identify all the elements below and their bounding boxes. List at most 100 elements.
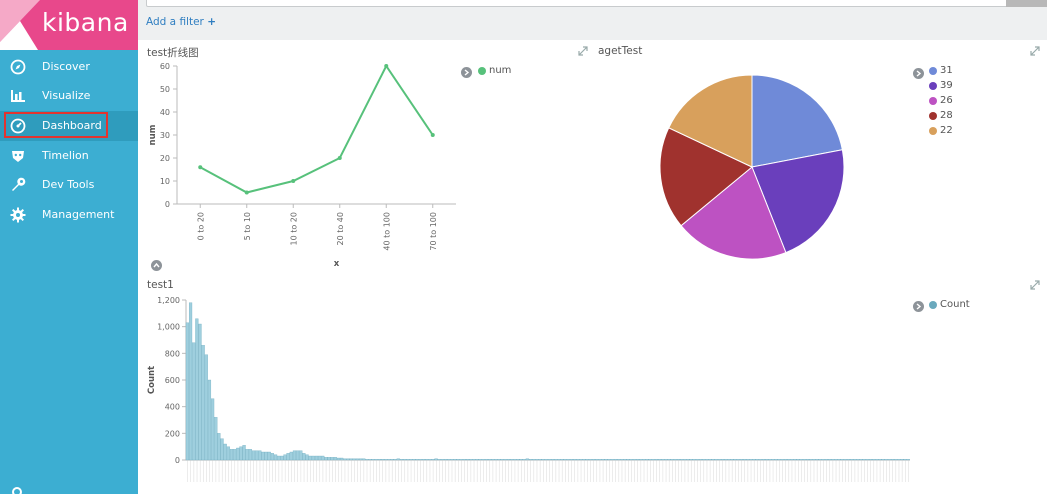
y-axis-label: Count — [147, 366, 157, 394]
histogram-bar — [377, 459, 382, 461]
histogram-bar — [743, 459, 747, 461]
histogram-bar — [497, 459, 501, 461]
histogram-bar — [617, 459, 621, 461]
histogram-bar — [573, 459, 577, 461]
histogram-bar — [415, 459, 419, 461]
histogram-bar — [859, 459, 863, 461]
histogram-bar — [267, 451, 271, 461]
sidebar-item-dashboard[interactable]: Dashboard — [0, 111, 138, 141]
histogram-bar — [311, 455, 315, 461]
histogram-bar — [683, 459, 687, 461]
add-filter-label: Add a filter — [146, 16, 204, 28]
y-tick-label: 800 — [165, 349, 180, 358]
expand-icon[interactable] — [1030, 280, 1040, 290]
histogram-bar — [702, 459, 706, 461]
histogram-bar — [658, 459, 662, 461]
histogram-bar — [198, 323, 202, 461]
sidebar-item-visualize[interactable]: Visualize — [0, 81, 138, 111]
histogram-bar — [525, 458, 529, 461]
histogram-bar — [302, 453, 306, 461]
histogram-bar — [667, 459, 671, 461]
collapse-sidebar-button[interactable] — [12, 487, 22, 497]
y-tick-label: 20 — [160, 154, 170, 163]
legend-toggle-icon[interactable] — [461, 67, 472, 78]
histogram-bar — [720, 459, 725, 461]
histogram-bar — [850, 459, 854, 461]
histogram-bar — [220, 438, 224, 461]
data-point — [198, 165, 203, 170]
histogram-bar — [462, 459, 467, 461]
add-filter-link[interactable]: Add a filter + — [146, 16, 216, 28]
histogram-bar — [755, 459, 759, 461]
histogram-bar — [469, 459, 473, 461]
histogram-bar — [371, 459, 375, 461]
histogram-bar — [569, 459, 574, 461]
histogram-bar — [890, 459, 895, 461]
histogram-bar — [620, 459, 624, 461]
sidebar-item-label: Timelion — [42, 149, 89, 162]
histogram-bar — [327, 457, 331, 461]
pie-slice-22 — [668, 74, 753, 168]
histogram-bar — [251, 450, 256, 461]
x-tick-label: 40 to 100 — [382, 212, 391, 251]
chevron-up-icon[interactable] — [151, 260, 162, 271]
histogram-bar — [258, 450, 262, 461]
compass-icon — [10, 59, 26, 75]
histogram-bar — [673, 459, 677, 461]
histogram-bar — [639, 459, 643, 461]
y-tick-label: 200 — [165, 429, 180, 438]
sidebar-item-dev-tools[interactable]: Dev Tools — [0, 170, 138, 200]
legend-toggle-icon[interactable] — [913, 301, 924, 312]
histogram-bar — [783, 459, 788, 461]
sidebar-item-discover[interactable]: Discover — [0, 52, 138, 82]
histogram-bar — [752, 459, 756, 461]
histogram-bar — [343, 458, 347, 461]
histogram-bar — [790, 459, 794, 461]
histogram-bar — [299, 450, 303, 461]
sidebar-item-label: Dev Tools — [42, 178, 95, 191]
histogram-bar — [443, 459, 448, 461]
histogram-bar — [440, 459, 444, 461]
y-tick-label: 10 — [160, 177, 170, 186]
histogram-bar — [223, 443, 227, 461]
histogram-bar — [217, 433, 221, 461]
histogram-bar — [761, 459, 766, 461]
histogram-bar — [563, 459, 567, 461]
legend-label: 28 — [940, 110, 953, 121]
histogram-bar — [478, 459, 482, 461]
kibana-logo[interactable]: kibana — [0, 0, 138, 50]
histogram-bar — [273, 454, 278, 461]
histogram-bar — [450, 459, 454, 461]
sidebar-item-timelion[interactable]: Timelion — [0, 141, 138, 171]
y-tick-label: 400 — [165, 403, 180, 412]
histogram-bar — [528, 459, 533, 461]
x-tick-label: 70 to 100 — [429, 212, 438, 251]
expand-icon[interactable] — [578, 46, 588, 56]
histogram-bar — [513, 459, 517, 461]
legend-toggle-icon[interactable] — [913, 68, 924, 79]
histogram-bar — [812, 459, 816, 461]
histogram-bar — [739, 459, 744, 461]
histogram-bar — [796, 459, 800, 461]
histogram-bar — [459, 459, 463, 461]
histogram-bar — [437, 459, 441, 461]
sidebar-item-label: Management — [42, 208, 115, 221]
histogram-bar — [654, 459, 659, 461]
histogram-bar — [255, 450, 259, 461]
histogram-bar — [676, 459, 681, 461]
legend-dot — [929, 301, 937, 309]
histogram-bar — [261, 451, 265, 461]
histogram-bar — [698, 459, 703, 461]
expand-icon[interactable] — [1030, 46, 1040, 56]
query-input[interactable] — [146, 0, 1008, 7]
histogram-bar — [286, 453, 290, 461]
histogram-bar — [270, 453, 274, 461]
histogram-bar — [233, 449, 237, 461]
search-button[interactable] — [1006, 0, 1047, 7]
histogram-bar — [412, 459, 416, 461]
y-tick-label: 1,200 — [157, 296, 180, 305]
histogram-bar — [576, 459, 580, 461]
sidebar-item-management[interactable]: Management — [0, 200, 138, 230]
histogram-bar — [283, 454, 287, 461]
histogram-bar — [321, 455, 325, 461]
